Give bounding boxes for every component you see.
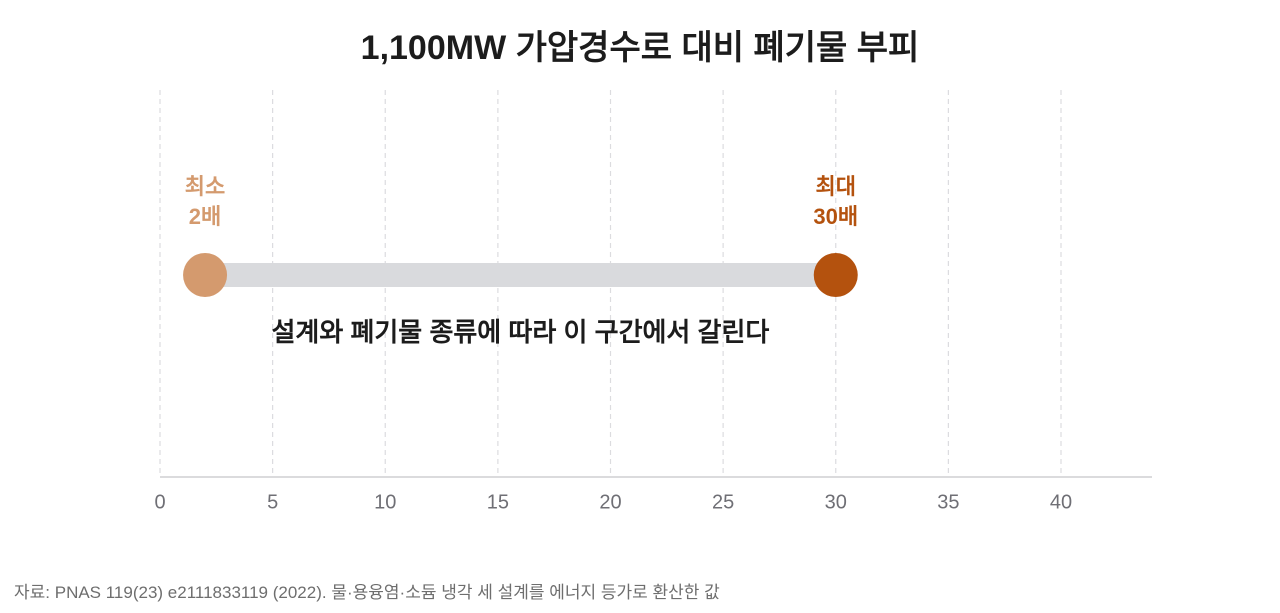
x-tick-label: 30 <box>825 492 847 514</box>
x-tick-label: 15 <box>487 492 509 514</box>
x-tick-label: 40 <box>1050 492 1072 514</box>
chart-title: 1,100MW 가압경수로 대비 폐기물 부피 <box>360 29 920 67</box>
x-tick-label: 10 <box>374 492 396 514</box>
range-point <box>813 253 858 297</box>
x-axis-ticks: 0 5 10 15 20 25 30 35 40 <box>154 492 1072 514</box>
point-value-label: 2배 <box>189 204 221 229</box>
point-value-label: 30배 <box>813 204 858 229</box>
range-annotation: 설계와 폐기물 종류에 따라 이 구간에서 갈린다 <box>271 317 769 347</box>
x-tick-label: 25 <box>712 492 734 514</box>
point-label: 최소 <box>185 174 225 199</box>
source-note: 자료: PNAS 119(23) e2111833119 (2022). 물·용… <box>14 583 720 602</box>
x-tick-label: 0 <box>154 492 165 514</box>
x-tick-label: 20 <box>599 492 621 514</box>
x-tick-label: 35 <box>937 492 959 514</box>
x-tick-label: 5 <box>267 492 278 514</box>
point-label: 최대 <box>816 174 856 199</box>
chart-plot: 0 5 10 15 20 25 30 35 40 최소 2배 최대 30배 설계와 폐기물 종류에 따… <box>154 90 1152 514</box>
range-point <box>183 253 228 297</box>
range-points: 최소 2배 최대 30배 <box>183 174 858 297</box>
